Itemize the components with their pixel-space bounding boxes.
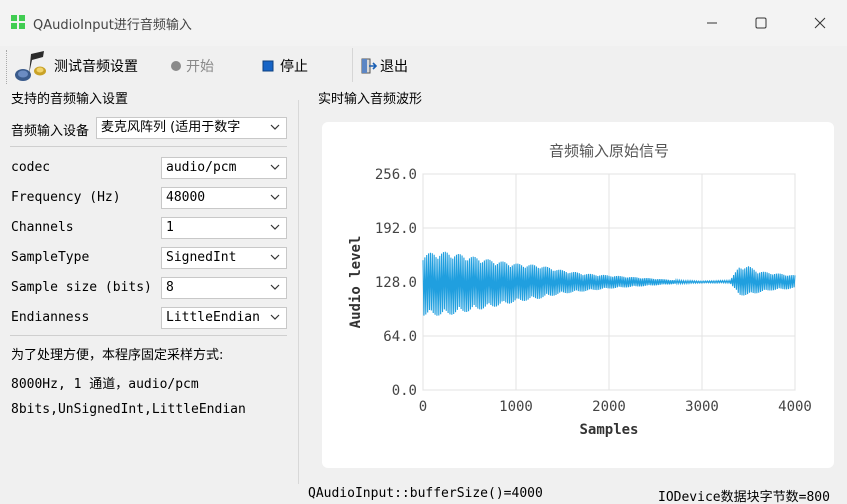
chart-title: 音频输入原始信号	[549, 142, 669, 160]
record-icon	[171, 61, 181, 71]
chevron-down-icon	[270, 123, 280, 131]
chevron-down-icon	[270, 224, 280, 230]
start-label: 开始	[186, 59, 214, 75]
sample-type-value: SignedInt	[166, 250, 237, 265]
frequency-label: Frequency (Hz)	[11, 190, 121, 205]
waveform-chart-svg: 音频输入原始信号 0.0 64.0 128.0 192.0 256.0 0 1000 200…	[348, 142, 812, 438]
x-tick-label: 2000	[592, 399, 626, 415]
sample-size-combo[interactable]: 8	[161, 277, 287, 299]
note-line: 8bits,UnSignedInt,LittleEndian	[11, 402, 246, 417]
x-tick-label: 0	[419, 399, 427, 415]
test-audio-settings-button[interactable]: 测试音频设置	[14, 50, 138, 82]
sample-type-label: SampleType	[11, 250, 90, 265]
divider	[10, 146, 287, 147]
codec-combo[interactable]: audio/pcm	[161, 157, 287, 179]
stop-icon	[262, 60, 274, 72]
y-tick-label: 192.0	[375, 221, 417, 237]
chevron-down-icon	[270, 164, 280, 170]
codec-value: audio/pcm	[166, 160, 237, 175]
stop-button[interactable]: 停止	[262, 50, 308, 82]
sample-size-label: Sample size (bits)	[11, 280, 152, 295]
frequency-combo[interactable]: 48000	[161, 187, 287, 209]
y-tick-label: 256.0	[375, 167, 417, 183]
waveform-chart: 音频输入原始信号 0.0 64.0 128.0 192.0 256.0 0 1000 200…	[322, 122, 834, 468]
toolbar-separator	[352, 48, 353, 82]
chevron-down-icon	[270, 284, 280, 290]
close-button[interactable]	[797, 0, 843, 46]
music-note-icon	[15, 51, 46, 81]
divider	[10, 335, 287, 336]
chevron-down-icon	[270, 254, 280, 260]
waveform-group-title: 实时输入音频波形	[318, 92, 423, 107]
codec-label: codec	[11, 160, 51, 175]
note-line: 8000Hz, 1 通道，audio/pcm	[11, 377, 199, 392]
chevron-down-icon	[270, 314, 280, 320]
buffer-size-status: QAudioInput::bufferSize()=4000	[308, 486, 543, 501]
sample-size-value: 8	[166, 280, 174, 295]
endianness-combo[interactable]: LittleEndian	[161, 307, 287, 329]
chevron-down-icon	[270, 194, 280, 200]
x-axis-title: Samples	[579, 422, 638, 438]
block-size-status: IODevice数据块字节数=800	[658, 490, 830, 504]
stop-label: 停止	[280, 59, 308, 75]
exit-door-icon	[361, 58, 378, 74]
frequency-value: 48000	[166, 190, 206, 205]
y-tick-label: 128.0	[375, 275, 417, 291]
endianness-label: Endianness	[11, 310, 90, 325]
y-axis-title: Audio level	[348, 236, 364, 329]
channels-label: Channels	[11, 220, 74, 235]
maximize-icon	[755, 17, 767, 29]
channels-combo[interactable]: 1	[161, 217, 287, 239]
settings-group-title: 支持的音频输入设置	[11, 92, 129, 107]
waveform-series-line	[422, 251, 796, 316]
close-icon	[814, 17, 826, 29]
device-combo-value: 麦克风阵列 (适用于数字	[101, 120, 241, 135]
endianness-value: LittleEndian	[166, 310, 260, 325]
device-label: 音频输入设备	[11, 124, 90, 139]
minimize-button[interactable]	[689, 0, 735, 46]
x-tick-label: 3000	[685, 399, 719, 415]
toolbar-grip[interactable]	[6, 50, 9, 84]
maximize-button[interactable]	[738, 0, 784, 46]
splitter-handle[interactable]	[298, 100, 299, 484]
y-tick-label: 0.0	[392, 383, 417, 399]
title-bar: QAudioInput进行音频输入	[0, 0, 847, 46]
x-tick-label: 1000	[499, 399, 533, 415]
x-tick-label: 4000	[778, 399, 812, 415]
app-icon	[11, 15, 25, 29]
device-combo[interactable]: 麦克风阵列 (适用于数字	[96, 117, 287, 139]
start-button[interactable]: 开始	[170, 50, 214, 82]
toolbar: 测试音频设置 开始 停止 退出	[0, 46, 847, 86]
sample-type-combo[interactable]: SignedInt	[161, 247, 287, 269]
window-title: QAudioInput进行音频输入	[33, 18, 192, 33]
y-tick-label: 64.0	[383, 329, 417, 345]
minimize-icon	[707, 22, 717, 24]
note-line: 为了处理方便，本程序固定采样方式:	[11, 348, 224, 363]
channels-value: 1	[166, 220, 174, 235]
test-audio-settings-label: 测试音频设置	[54, 59, 138, 75]
exit-label: 退出	[380, 59, 408, 75]
exit-button[interactable]: 退出	[360, 50, 408, 82]
